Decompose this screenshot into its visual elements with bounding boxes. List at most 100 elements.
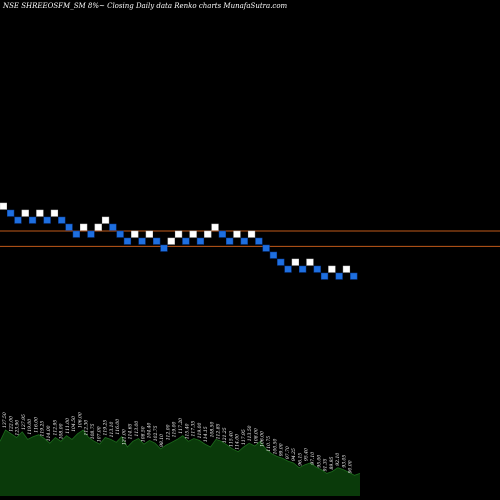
renko-brick-up (94, 223, 102, 231)
volume-value-label: 113.00 (134, 421, 140, 437)
renko-brick-down (109, 223, 117, 231)
renko-brick-up (342, 265, 351, 273)
renko-brick-down (277, 258, 285, 266)
renko-brick-down (269, 251, 278, 259)
renko-brick-up (101, 216, 110, 224)
chart-title: NSE SHREEOSFM_SM 8%~ Closing Daily data … (2, 2, 288, 10)
volume-value-label: 115.40 (184, 423, 190, 439)
volume-value-label: 114.65 (128, 423, 134, 439)
renko-brick-up (291, 258, 299, 266)
renko-brick-up (50, 209, 59, 217)
volume-value-label: 99.00 (279, 443, 285, 456)
renko-brick-down (160, 244, 168, 252)
renko-brick-up (145, 230, 153, 238)
volume-value-label: 112.00 (165, 424, 171, 440)
volume-value-label: 106.00 (77, 412, 83, 428)
volume-value-label: 117.95 (241, 429, 247, 445)
volume-value-label: 137.50 (2, 412, 8, 428)
renko-brick-up (306, 258, 314, 266)
volume-value-label: 104.50 (71, 416, 77, 432)
renko-brick-down (43, 216, 51, 224)
renko-bricks (0, 202, 358, 280)
volume-value-label: 112.85 (216, 423, 222, 439)
volume-value-label: 114.00 (46, 425, 52, 441)
volume-value-label: 113.10 (109, 422, 115, 438)
volume-value-label: 111.00 (65, 418, 71, 434)
renko-brick-down (313, 265, 321, 273)
volume-value-label: 127.95 (21, 414, 27, 430)
volume-value-label: 91.35 (323, 458, 329, 471)
volume-value-label: 89.95 (329, 456, 335, 469)
volume-value-label: 94.25 (291, 448, 297, 461)
volume-value-label: 112.95 (52, 420, 58, 436)
volume-panel (0, 429, 361, 496)
volume-value-label: 108.00 (59, 423, 65, 439)
renko-brick-down (284, 265, 292, 273)
volume-value-label: 110.75 (266, 436, 272, 452)
volume-value-label: 123.90 (15, 420, 21, 436)
renko-brick-down (14, 216, 22, 224)
renko-brick-down (299, 265, 307, 273)
renko-brick-down (138, 237, 146, 245)
volume-value-label: 115.40 (228, 431, 234, 447)
volume-value-label: 95.00 (316, 455, 322, 468)
renko-brick-down (350, 272, 358, 280)
volume-value-label: 119.00 (172, 422, 178, 438)
volume-value-label: 117.20 (178, 418, 184, 434)
renko-brick-up (36, 209, 44, 217)
renko-brick-up (80, 223, 88, 231)
volume-value-label: 90.00 (348, 460, 354, 473)
volume-value-label: 97.70 (285, 446, 291, 459)
volume-value-label: 95.40 (304, 448, 310, 461)
volume-value-label: 108.50 (140, 426, 146, 442)
volume-value-label: 114.00 (235, 434, 241, 450)
renko-brick-down (262, 244, 270, 252)
volume-value-label: 122.00 (8, 416, 14, 432)
renko-brick-up (204, 230, 212, 238)
volume-value-label: 108.50 (209, 422, 215, 438)
volume-value-label: 96.15 (297, 453, 303, 466)
volume-value-label: 119.25 (40, 421, 46, 437)
renko-brick-down (65, 223, 73, 231)
renko-brick-up (247, 230, 256, 238)
renko-brick-down (87, 230, 95, 238)
renko-brick-up (0, 202, 7, 210)
volume-value-label: 119.00 (197, 423, 203, 439)
renko-brick-down (7, 209, 15, 217)
volume-value-label: 98.10 (159, 434, 165, 447)
renko-brick-down (240, 237, 248, 245)
volume-value-label: 92.10 (335, 453, 341, 466)
renko-brick-up (189, 230, 197, 238)
renko-brick-down (58, 216, 66, 224)
volume-value-label: 113.50 (247, 425, 253, 441)
renko-brick-down (320, 272, 329, 280)
renko-brick-down (182, 237, 190, 245)
volume-labels: 137.50 122.00 123.90 127.95 119.00 116.00 119.… (2, 412, 354, 473)
renko-brick-down (218, 230, 226, 238)
renko-brick-down (123, 237, 132, 245)
renko-brick-up (211, 223, 219, 231)
renko-brick-down (116, 230, 124, 238)
volume-value-label: 117.35 (191, 421, 197, 437)
volume-line (0, 429, 361, 476)
volume-value-label: 119.25 (103, 420, 109, 436)
renko-brick-up (328, 265, 336, 273)
volume-value-label: 121.25 (222, 427, 228, 443)
volume-value-label: 119.00 (27, 419, 33, 435)
volume-value-label: 112.30 (84, 420, 90, 436)
volume-value-label: 100.50 (272, 439, 278, 455)
volume-value-label: 121.00 (121, 429, 127, 445)
renko-brick-down (153, 237, 161, 245)
renko-brick-down (335, 272, 343, 280)
renko-brick-down (255, 237, 263, 245)
volume-value-label: 106.00 (260, 431, 266, 447)
renko-brick-up (167, 237, 175, 245)
renko-brick-up (131, 230, 139, 238)
volume-value-label: 93.05 (341, 455, 347, 468)
volume-area (0, 430, 360, 496)
volume-value-label: 108.75 (90, 423, 96, 439)
renko-brick-up (233, 230, 241, 238)
volume-value-label: 97.10 (310, 452, 316, 465)
